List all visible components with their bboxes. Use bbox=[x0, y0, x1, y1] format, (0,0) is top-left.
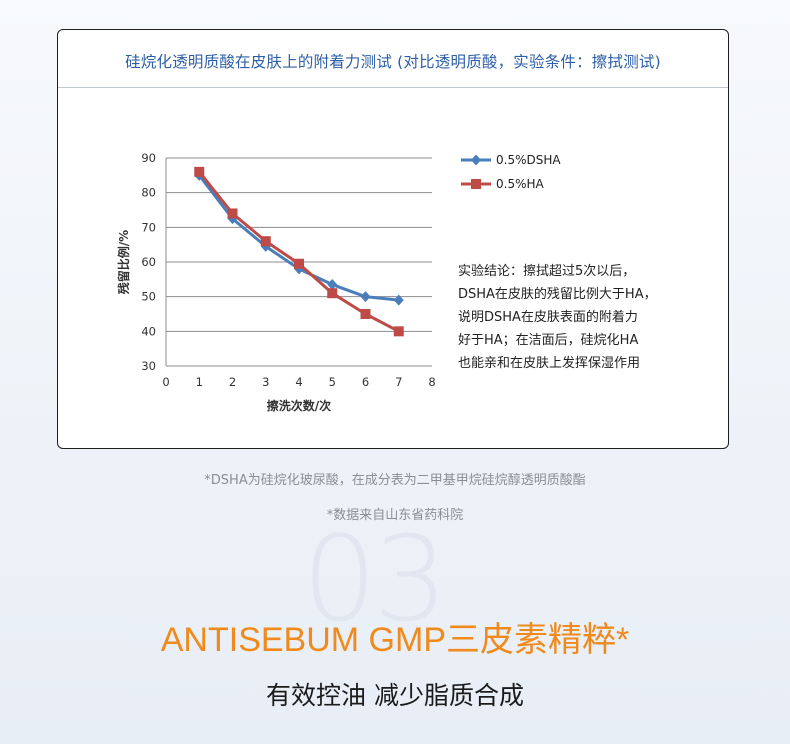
y-tick-label: 40 bbox=[141, 324, 156, 338]
data-point-dsha bbox=[471, 154, 481, 166]
conclusion-line: 好于HA；在洁面后，硅烷化HA bbox=[458, 333, 639, 348]
adhesion-line-chart: 90 80 70 60 50 40 30 0 1 2 3 4 5 6 7 8 擦洗次数/次 残留比例/% 0.5%D… bbox=[116, 151, 561, 413]
conclusion-line: DSHA在皮肤的残留比例大于HA， bbox=[458, 287, 657, 302]
title-divider bbox=[58, 87, 728, 88]
data-point-ha bbox=[260, 236, 271, 247]
data-point-dsha bbox=[327, 279, 338, 291]
y-tick-label: 90 bbox=[141, 151, 156, 165]
x-tick-label: 4 bbox=[295, 375, 302, 389]
section-number: 03 bbox=[302, 510, 448, 648]
y-tick-label: 60 bbox=[141, 255, 156, 269]
data-point-dsha bbox=[393, 294, 404, 306]
data-point-ha bbox=[360, 309, 371, 319]
data-point-ha bbox=[393, 326, 404, 337]
x-tick-label: 7 bbox=[395, 375, 402, 389]
series-line-ha bbox=[198, 170, 400, 333]
x-tick-label: 2 bbox=[229, 375, 236, 389]
x-tick-label: 1 bbox=[196, 375, 203, 389]
data-point-dsha bbox=[360, 291, 371, 303]
x-tick-label: 0 bbox=[162, 375, 169, 389]
x-axis-title: 擦洗次数/次 bbox=[267, 398, 331, 413]
x-tick-label: 6 bbox=[362, 375, 369, 389]
footnote-dsha: *DSHA为硅烷化玻尿酸，在成分表为二甲基甲烷硅烷醇透明质酸酯 bbox=[204, 473, 586, 488]
conclusion-line: 说明DSHA在皮肤表面的附着力 bbox=[458, 310, 638, 325]
test-result-card: 硅烷化透明质酸在皮肤上的附着力测试 (对比透明质酸，实验条件：擦拭测试) 90 8… bbox=[57, 29, 729, 449]
footnote-source: *数据来自山东省药科院 bbox=[326, 508, 464, 523]
conclusion-line: 实验结论：擦拭超过5次以后， bbox=[458, 264, 636, 279]
y-tick-label: 80 bbox=[141, 186, 156, 200]
section-headline: ANTISEBUM GMP三皮素精粹* bbox=[160, 621, 630, 659]
series-line-dsha bbox=[198, 174, 399, 302]
card-title: 硅烷化透明质酸在皮肤上的附着力测试 (对比透明质酸，实验条件：擦拭测试) bbox=[125, 53, 661, 71]
data-point-ha bbox=[194, 166, 205, 177]
data-point-ha bbox=[471, 179, 481, 189]
legend-label-ha: 0.5%HA bbox=[496, 177, 545, 191]
data-point-ha bbox=[294, 258, 304, 269]
x-tick-label: 5 bbox=[329, 375, 336, 389]
x-tick-label: 8 bbox=[428, 375, 435, 389]
conclusion-line: 也能亲和在皮肤上发挥保湿作用 bbox=[458, 356, 641, 371]
section-subline: 有效控油 减少脂质合成 bbox=[266, 681, 524, 710]
y-tick-label: 70 bbox=[141, 220, 156, 234]
y-tick-label: 50 bbox=[141, 290, 156, 304]
y-axis-title: 残留比例/% bbox=[116, 230, 131, 294]
data-point-ha bbox=[227, 208, 238, 219]
conclusion-text: 实验结论：擦拭超过5次以后， DSHA在皮肤的残留比例大于HA， 说明DSHA在… bbox=[458, 260, 698, 375]
legend-label-dsha: 0.5%DSHA bbox=[496, 153, 561, 167]
x-tick-label: 3 bbox=[262, 375, 269, 389]
y-tick-label: 30 bbox=[141, 359, 156, 373]
data-point-ha bbox=[327, 288, 338, 299]
